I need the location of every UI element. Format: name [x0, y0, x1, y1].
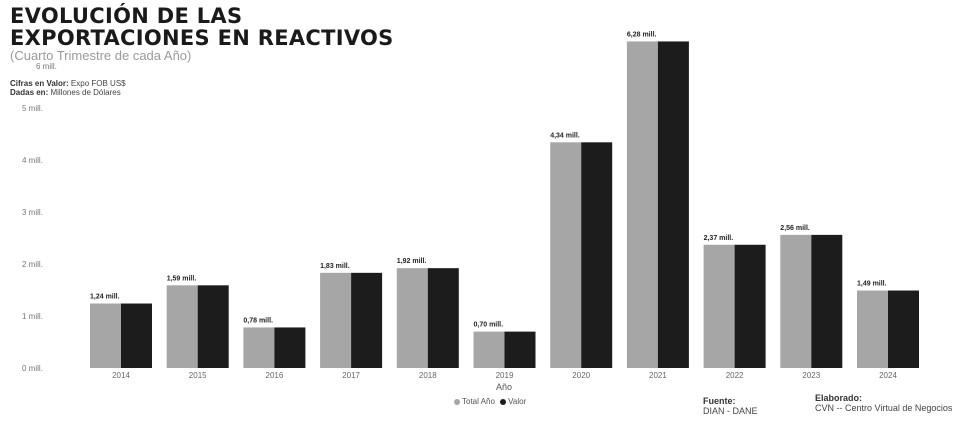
- bar-total-ano-2017: [320, 272, 352, 368]
- chart-subtitle: (Cuarto Trimestre de cada Año): [10, 48, 192, 63]
- x-tick-label: 2019: [496, 371, 514, 380]
- chart-title-line-2: EXPORTACIONES EN REACTIVOS: [10, 26, 394, 50]
- fuente-credit: Fuente: DIAN - DANE: [703, 396, 758, 416]
- bar-valor-2019: [504, 331, 536, 368]
- dadas-note: Dadas en: Millones de Dólares: [10, 88, 121, 97]
- bar-valor-2023: [811, 234, 843, 368]
- bar-total-ano-2021: [626, 41, 658, 368]
- bar-total-ano-2018: [396, 268, 428, 368]
- fuente-heading: Fuente:: [703, 396, 736, 406]
- data-label: 2,56 mill.: [780, 225, 810, 232]
- x-tick-label: 2018: [419, 371, 437, 380]
- bar-total-ano-2014: [90, 303, 121, 368]
- fuente-value: DIAN - DANE: [703, 406, 758, 416]
- x-tick-label: 2022: [726, 371, 744, 380]
- bar-valor-2016: [274, 327, 306, 368]
- y-tick-label: 0 mill.: [22, 364, 43, 373]
- y-tick-label: 2 mill.: [22, 260, 43, 269]
- y-tick-label: 5 mill.: [22, 104, 43, 113]
- dadas-value: Millones de Dólares: [50, 88, 121, 97]
- bar-total-ano-2020: [550, 142, 582, 368]
- x-tick-label: 2016: [266, 371, 284, 380]
- bar-total-ano-2016: [243, 327, 275, 368]
- cifras-value: Expo FOB US$: [70, 79, 126, 88]
- y-tick-label: 6 mill.: [36, 62, 57, 71]
- legend-swatch-valor: [500, 398, 507, 405]
- data-label: 1,24 mill.: [90, 294, 120, 301]
- bar-valor-2022: [734, 244, 766, 368]
- bar-valor-2014: [121, 303, 152, 368]
- bar-total-ano-2023: [780, 234, 812, 368]
- x-tick-label: 2023: [802, 371, 820, 380]
- legend-label-valor: Valor: [508, 397, 527, 406]
- bar-valor-2018: [427, 268, 459, 368]
- chart-legend: Total Año Valor: [454, 397, 526, 406]
- y-tick-label: 4 mill.: [22, 156, 43, 165]
- x-tick-label: 2017: [342, 371, 360, 380]
- bar-total-ano-2022: [703, 244, 735, 368]
- bar-total-ano-2019: [473, 331, 505, 368]
- data-label: 1,83 mill.: [320, 263, 350, 270]
- data-label: 1,59 mill.: [167, 275, 197, 282]
- bar-valor-2015: [197, 285, 229, 368]
- x-tick-label: 2024: [879, 371, 897, 380]
- data-label: 2,37 mill.: [704, 235, 734, 242]
- bar-valor-2021: [657, 41, 689, 368]
- bar-total-ano-2024: [857, 290, 888, 368]
- bar-valor-2024: [888, 290, 919, 368]
- elaborado-heading: Elaborado:: [815, 393, 863, 403]
- elaborado-credit: Elaborado: CVN -- Centro Virtual de Nego…: [815, 393, 952, 413]
- bar-valor-2017: [351, 272, 383, 368]
- x-tick-label: 2014: [112, 371, 130, 380]
- data-label: 0,70 mill.: [474, 322, 504, 329]
- y-tick-label: 3 mill.: [22, 208, 43, 217]
- data-label: 0,78 mill.: [243, 317, 273, 324]
- legend-swatch-total-ano: [454, 398, 460, 405]
- dadas-label: Dadas en:: [10, 88, 49, 97]
- y-tick-label: 1 mill.: [22, 312, 43, 321]
- data-label: 4,34 mill.: [550, 132, 580, 139]
- cifras-label: Cifras en Valor:: [10, 79, 69, 88]
- x-axis-label: Año: [496, 382, 512, 392]
- x-tick-label: 2015: [189, 371, 207, 380]
- x-tick-label: 2021: [649, 371, 667, 380]
- data-label: 1,49 mill.: [857, 281, 887, 288]
- elaborado-value: CVN -- Centro Virtual de Negocios: [815, 403, 953, 413]
- chart-title-line-1: EVOLUCIÓN DE LAS: [10, 4, 243, 28]
- legend-label-total-ano: Total Año: [462, 397, 495, 406]
- data-label: 1,92 mill.: [397, 258, 427, 265]
- cifras-note: Cifras en Valor: Expo FOB US$: [10, 79, 126, 88]
- bar-total-ano-2015: [166, 285, 198, 368]
- bar-valor-2020: [581, 142, 613, 368]
- x-tick-label: 2020: [572, 371, 590, 380]
- data-label: 6,28 mill.: [627, 31, 657, 38]
